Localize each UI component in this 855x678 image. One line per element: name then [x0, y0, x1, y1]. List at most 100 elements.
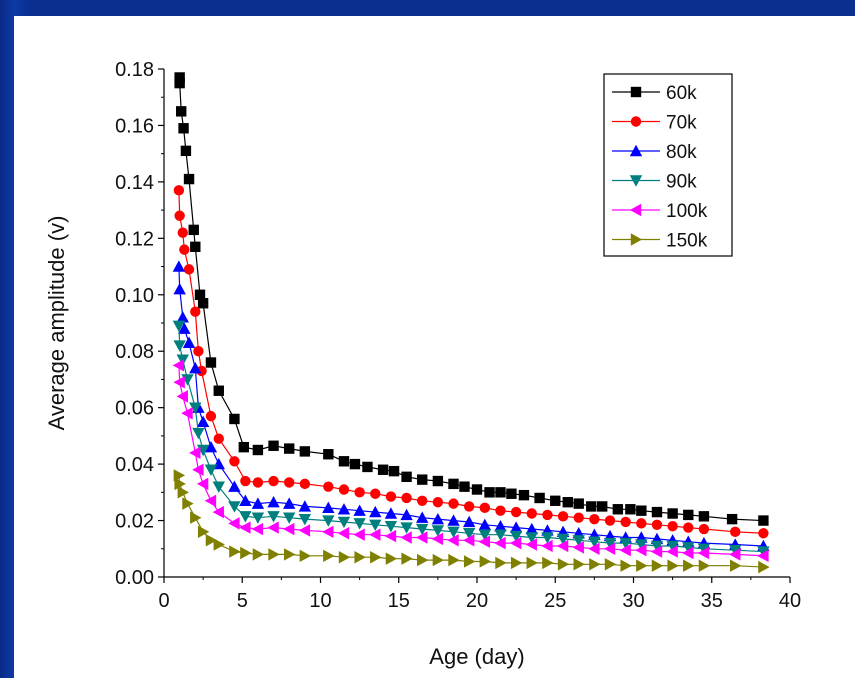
data-point-60k: [698, 511, 710, 522]
data-point-100k: [462, 534, 475, 547]
data-point-90k: [556, 533, 570, 546]
data-point-60k: [284, 443, 295, 454]
data-point-100k: [697, 546, 710, 560]
legend-entry-80k: 80k: [612, 142, 697, 163]
data-point-60k: [377, 464, 389, 475]
data-point-90k: [697, 543, 711, 555]
data-point-100k: [431, 532, 444, 546]
data-point-60k: [459, 481, 470, 492]
data-point-70k: [173, 185, 185, 196]
data-point-90k: [172, 320, 186, 333]
data-point-90k: [757, 546, 770, 558]
data-point-60k: [323, 449, 334, 460]
series-100k: [172, 359, 769, 563]
data-point-60k: [651, 506, 663, 518]
data-point-150k: [401, 552, 413, 565]
y-tick-label: 0.18: [115, 59, 154, 81]
data-point-100k: [666, 545, 678, 558]
data-point-60k: [534, 492, 545, 504]
data-point-90k: [447, 526, 460, 539]
legend-box: [603, 73, 733, 257]
data-point-60k: [573, 498, 584, 509]
data-point-80k: [298, 500, 312, 512]
data-point-100k: [478, 535, 491, 548]
data-point-90k: [509, 530, 523, 543]
data-point-150k: [730, 559, 742, 572]
data-point-60k: [562, 497, 573, 508]
data-point-70k: [354, 487, 365, 498]
data-point-80k: [478, 518, 492, 530]
data-point-70k: [683, 522, 694, 533]
data-point-100k: [176, 390, 188, 403]
data-point-150k: [636, 559, 648, 572]
legend-marker: [629, 144, 643, 157]
data-point-60k: [586, 501, 597, 512]
data-point-60k: [550, 495, 561, 506]
data-point-80k: [182, 336, 196, 348]
x-tick-label: 25: [544, 590, 566, 612]
x-tick-label: 15: [388, 590, 410, 612]
data-point-80k: [447, 514, 460, 526]
data-point-150k: [299, 549, 312, 563]
data-point-60k: [229, 413, 240, 425]
data-point-70k: [417, 495, 428, 506]
data-point-100k: [172, 359, 185, 372]
data-point-90k: [298, 513, 312, 526]
data-point-70k: [193, 346, 204, 357]
data-point-80k: [267, 496, 280, 508]
data-point-70k: [299, 478, 311, 490]
data-point-150k: [758, 560, 770, 574]
y-tick-label: 0.02: [115, 511, 154, 533]
data-point-100k: [619, 543, 631, 557]
data-point-90k: [267, 511, 280, 523]
legend-label: 80k: [666, 142, 697, 163]
data-point-90k: [572, 535, 585, 547]
legend-marker: [630, 86, 642, 98]
data-point-90k: [588, 536, 601, 548]
data-point-70k: [495, 505, 506, 516]
series-90k: [172, 320, 770, 558]
data-point-60k: [401, 471, 412, 483]
data-point-60k: [417, 474, 428, 485]
y-tick-label: 0.14: [115, 172, 154, 194]
data-point-150k: [284, 548, 296, 561]
data-point-150k: [463, 555, 476, 568]
data-point-90k: [682, 542, 695, 554]
data-point-150k: [667, 559, 679, 572]
data-point-60k: [268, 440, 279, 451]
data-point-90k: [337, 516, 351, 529]
legend-entry-150k: 150k: [612, 231, 708, 252]
data-point-150k: [651, 559, 664, 572]
data-point-90k: [369, 519, 382, 531]
data-point-60k: [338, 456, 350, 467]
data-point-90k: [525, 532, 538, 544]
data-point-80k: [189, 361, 202, 374]
data-point-90k: [173, 340, 186, 352]
data-point-150k: [589, 558, 601, 571]
data-point-70k: [174, 210, 185, 221]
data-point-100k: [603, 542, 616, 555]
data-point-90k: [666, 540, 679, 553]
data-point-90k: [239, 511, 252, 523]
data-point-80k: [353, 504, 366, 516]
legend: 60k 70k 80k 90k 100k 150k: [603, 73, 733, 257]
data-point-90k: [650, 540, 664, 553]
legend-label: 60k: [666, 83, 697, 104]
data-point-150k: [252, 548, 265, 561]
series-150k: [173, 469, 770, 574]
data-point-70k: [323, 481, 334, 492]
data-point-60k: [176, 106, 187, 117]
data-point-150k: [620, 559, 632, 572]
x-tick-label: 0: [158, 590, 169, 612]
data-point-150k: [354, 551, 366, 564]
data-point-90k: [431, 525, 445, 537]
data-point-90k: [729, 544, 742, 557]
data-point-60k: [197, 298, 209, 309]
data-point-100k: [400, 531, 412, 544]
data-point-100k: [196, 477, 209, 491]
data-point-150k: [385, 552, 398, 565]
data-point-90k: [400, 522, 413, 534]
data-point-70k: [196, 365, 207, 377]
data-point-80k: [251, 497, 265, 509]
data-point-100k: [509, 536, 522, 550]
